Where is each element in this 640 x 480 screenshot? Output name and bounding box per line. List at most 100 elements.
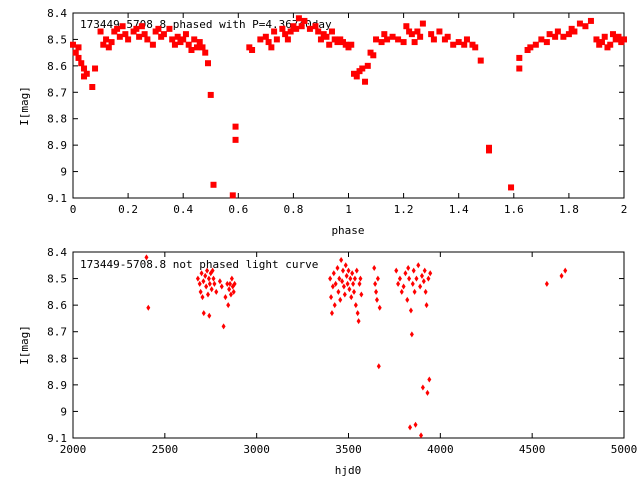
unphased-data-point (351, 280, 356, 287)
phased-data-point (411, 39, 418, 46)
unphased-data-point (231, 288, 236, 295)
phased-data-point (538, 36, 545, 43)
phased-data-point (273, 36, 280, 43)
phased-data-point (353, 73, 360, 80)
phased-data-point (298, 23, 305, 30)
unphased-data-point (408, 424, 413, 431)
phased-data-point (326, 41, 333, 48)
unphased-data-point (353, 302, 358, 309)
unphased-data-point (424, 302, 429, 309)
unphased-data-point (207, 312, 212, 319)
phased-data-point (615, 33, 622, 40)
phased-data-point (601, 33, 608, 40)
unphased-data-point (407, 275, 412, 282)
phased-data-point (571, 28, 578, 35)
phased-data-point (262, 33, 269, 40)
unphased-data-point (144, 254, 149, 261)
phased-y-tick-label: 8.6 (47, 60, 67, 73)
unphased-data-point (377, 304, 382, 311)
phased-x-tick-label: 1.4 (449, 203, 469, 216)
phased-data-point (395, 36, 402, 43)
phased-y-tick-label: 8.5 (47, 33, 67, 46)
phased-y-axis-label: I[mag] (18, 86, 31, 126)
phased-data-point (103, 36, 110, 43)
unphased-data-point (210, 267, 215, 274)
unphased-data-point (405, 296, 410, 303)
unphased-data-point (212, 280, 217, 287)
phased-data-point (381, 31, 388, 38)
phased-x-tick-label: 1.6 (504, 203, 524, 216)
unphased-x-tick-label: 2000 (60, 443, 87, 456)
unphased-y-tick-label: 8.9 (47, 379, 67, 392)
phased-data-point (403, 23, 410, 30)
phased-light-curve-panel: 173449-5708.8 phased with P=4.36740day p… (18, 7, 627, 237)
unphased-data-point (328, 275, 333, 282)
phased-x-tick-label: 1.8 (559, 203, 579, 216)
phased-data-point (193, 44, 200, 51)
unphased-y-tick-label: 8.5 (47, 273, 67, 286)
unphased-data-point (225, 280, 230, 287)
phased-data-point (257, 36, 264, 43)
phased-data-point (455, 39, 462, 46)
phased-data-point (593, 36, 600, 43)
unphased-data-point (426, 275, 431, 282)
phased-data-point (119, 23, 126, 30)
unphased-data-point (419, 272, 424, 279)
unphased-data-point (195, 275, 200, 282)
phased-data-point (428, 31, 435, 38)
phased-data-point (301, 17, 308, 24)
unphased-data-point (199, 270, 204, 277)
unphased-data-point (203, 272, 208, 279)
unphased-data-point (211, 275, 216, 282)
phased-data-point (191, 36, 198, 43)
phased-data-point (598, 39, 605, 46)
phased-data-point (486, 147, 493, 154)
phased-data-point (362, 78, 369, 85)
unphased-data-point (374, 288, 379, 295)
unphased-data-point (333, 280, 338, 287)
phased-data-point (414, 28, 421, 35)
phased-data-point (444, 33, 451, 40)
phased-data-point (249, 47, 256, 53)
unphased-data-point (352, 288, 357, 295)
phased-y-tick-label: 8.4 (47, 7, 67, 20)
unphased-data-point (344, 272, 349, 279)
unphased-data-point (205, 267, 210, 274)
unphased-data-point (427, 376, 432, 383)
unphased-data-point (214, 288, 219, 295)
phased-data-point (97, 28, 104, 35)
phased-data-point (328, 28, 335, 35)
unphased-data-point (346, 267, 351, 274)
unphased-data-point (349, 294, 354, 301)
unphased-data-point (232, 280, 237, 287)
unphased-data-point (337, 275, 342, 282)
unphased-data-point (341, 283, 346, 290)
phased-data-point (450, 41, 457, 48)
phased-data-point (174, 33, 181, 40)
phased-data-point (141, 31, 148, 38)
phased-data-point (552, 33, 559, 40)
phased-x-tick-label: 0.8 (283, 203, 303, 216)
phased-data-point (125, 36, 132, 43)
phased-x-axis-label: phase (331, 224, 364, 237)
unphased-data-point (413, 421, 418, 428)
phased-data-point (419, 20, 426, 27)
unphased-data-point (358, 275, 363, 282)
unphased-data-point (559, 272, 564, 279)
phased-data-point (516, 54, 523, 61)
unphased-data-point (335, 264, 340, 271)
phased-data-point (293, 25, 300, 32)
unphased-data-point (339, 256, 344, 263)
phased-data-point (160, 31, 167, 38)
phased-data-point (204, 60, 211, 67)
unphased-data-point (409, 331, 414, 338)
phased-y-tick-label: 9.1 (47, 192, 67, 205)
unphased-data-point (207, 280, 212, 287)
phased-data-point (207, 91, 214, 98)
unphased-data-point (401, 283, 406, 290)
unphased-data-point (356, 318, 361, 325)
phased-data-point (621, 36, 627, 43)
unphased-data-point (414, 275, 419, 282)
phased-data-point (477, 57, 484, 64)
phased-data-point (364, 62, 371, 69)
